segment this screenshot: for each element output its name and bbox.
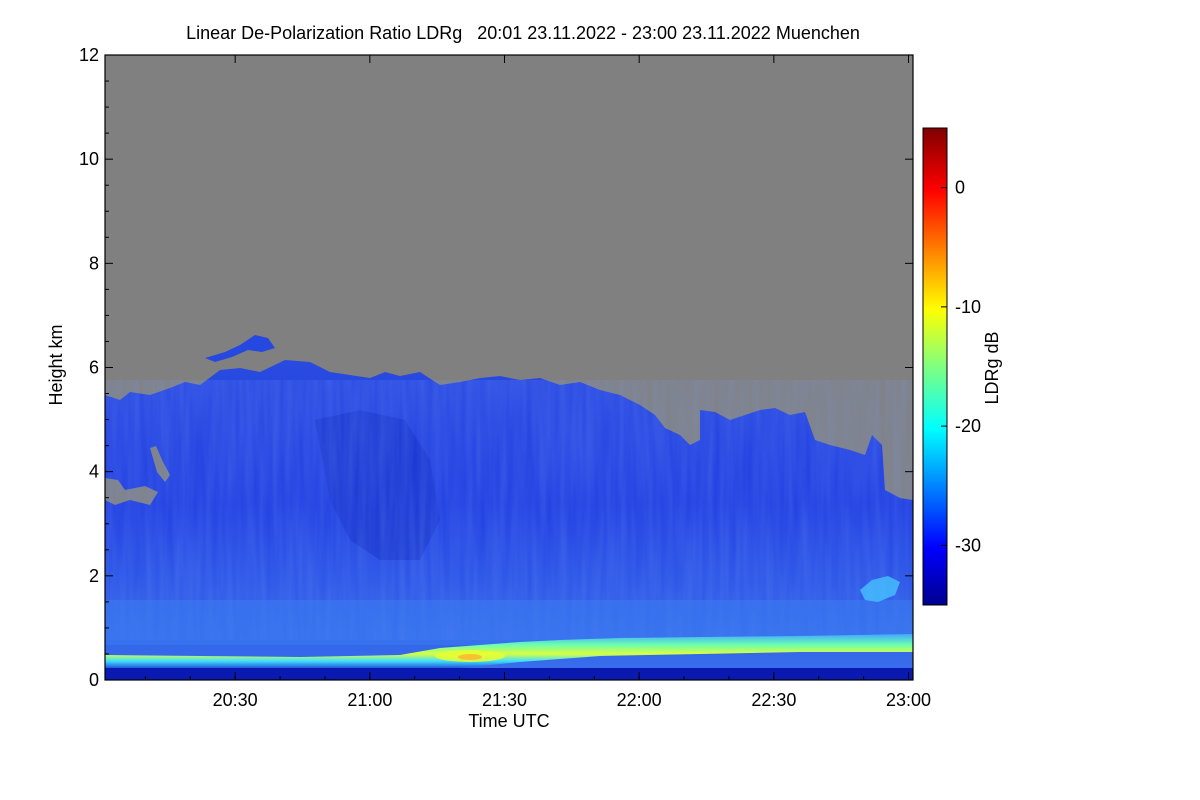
colorbar-tick-label: -10 bbox=[955, 297, 981, 317]
x-tick-label: 22:30 bbox=[751, 690, 796, 710]
colorbar-tick-label: -30 bbox=[955, 535, 981, 555]
surface-layer bbox=[105, 668, 913, 680]
colorbar-tick-label: 0 bbox=[955, 178, 965, 198]
colorbar-ticks: 0 -10 -20 -30 bbox=[941, 178, 981, 555]
boundary-layer-band bbox=[105, 634, 913, 670]
plot-area bbox=[105, 55, 913, 680]
colorbar bbox=[922, 127, 948, 606]
texture-overlay bbox=[105, 380, 913, 640]
y-axis-label: Height km bbox=[46, 324, 66, 405]
y-tick-label: 6 bbox=[89, 358, 99, 378]
y-tick-label: 10 bbox=[79, 149, 99, 169]
cloud-patch bbox=[205, 335, 275, 362]
x-tick-label: 20:30 bbox=[213, 690, 258, 710]
y-tick-label: 2 bbox=[89, 566, 99, 586]
y-tick-label: 12 bbox=[79, 45, 99, 65]
x-tick-label: 21:00 bbox=[347, 690, 392, 710]
colorbar-label: LDRg dB bbox=[982, 331, 1002, 404]
axis-ticks: 20:30 21:00 21:30 22:00 22:30 23:00 0 2 4 6 8 10 12 bbox=[79, 45, 931, 710]
aerosol-patch bbox=[860, 576, 900, 602]
x-axis-label: Time UTC bbox=[468, 711, 549, 731]
colorbar-tick-label: -20 bbox=[955, 416, 981, 436]
y-tick-label: 4 bbox=[89, 462, 99, 482]
x-tick-label: 21:30 bbox=[482, 690, 527, 710]
y-tick-label: 0 bbox=[89, 670, 99, 690]
chart-title: Linear De-Polarization Ratio LDRg 20:01 … bbox=[186, 23, 860, 43]
y-tick-label: 8 bbox=[89, 253, 99, 273]
high-ldr-spot bbox=[458, 654, 482, 660]
x-tick-label: 22:00 bbox=[617, 690, 662, 710]
x-tick-label: 23:00 bbox=[886, 690, 931, 710]
